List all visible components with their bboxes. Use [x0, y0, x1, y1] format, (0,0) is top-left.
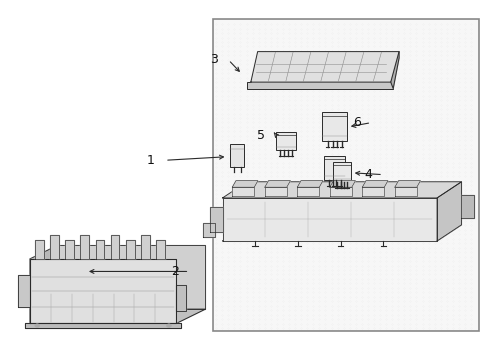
Polygon shape	[436, 182, 461, 241]
Bar	[275, 132, 296, 149]
Bar	[332, 162, 350, 182]
Polygon shape	[390, 51, 398, 89]
Polygon shape	[30, 309, 205, 323]
Polygon shape	[461, 195, 473, 219]
Polygon shape	[25, 323, 181, 328]
Text: 4: 4	[364, 168, 371, 181]
Text: 3: 3	[209, 53, 217, 66]
Text: 2: 2	[170, 265, 178, 278]
Polygon shape	[394, 187, 416, 196]
Polygon shape	[264, 181, 290, 187]
Polygon shape	[329, 181, 355, 187]
Polygon shape	[210, 207, 222, 232]
Polygon shape	[80, 235, 89, 259]
Polygon shape	[95, 239, 104, 259]
Polygon shape	[156, 239, 164, 259]
Polygon shape	[222, 182, 461, 198]
Text: 1: 1	[146, 154, 154, 167]
Polygon shape	[362, 181, 387, 187]
Polygon shape	[65, 239, 74, 259]
Bar	[246, 82, 392, 89]
Polygon shape	[59, 244, 205, 309]
Polygon shape	[125, 239, 134, 259]
Circle shape	[166, 324, 171, 327]
Polygon shape	[329, 187, 351, 196]
Polygon shape	[394, 181, 420, 187]
Text: 5: 5	[257, 129, 265, 142]
Polygon shape	[18, 275, 30, 307]
Text: 6: 6	[352, 116, 360, 129]
Polygon shape	[30, 259, 176, 323]
Bar	[212, 19, 478, 330]
Bar	[323, 156, 345, 180]
Polygon shape	[50, 235, 59, 259]
Bar	[230, 144, 244, 167]
Bar	[322, 112, 346, 140]
Polygon shape	[264, 187, 286, 196]
Polygon shape	[250, 51, 398, 82]
Polygon shape	[232, 187, 254, 196]
Polygon shape	[362, 187, 384, 196]
Polygon shape	[297, 187, 319, 196]
Polygon shape	[222, 225, 461, 241]
Polygon shape	[110, 235, 119, 259]
Circle shape	[35, 324, 40, 327]
Polygon shape	[176, 285, 185, 311]
Polygon shape	[141, 235, 149, 259]
Polygon shape	[35, 239, 43, 259]
Polygon shape	[232, 181, 257, 187]
Polygon shape	[222, 198, 436, 241]
Polygon shape	[30, 244, 59, 323]
Polygon shape	[203, 223, 215, 237]
Polygon shape	[297, 181, 322, 187]
